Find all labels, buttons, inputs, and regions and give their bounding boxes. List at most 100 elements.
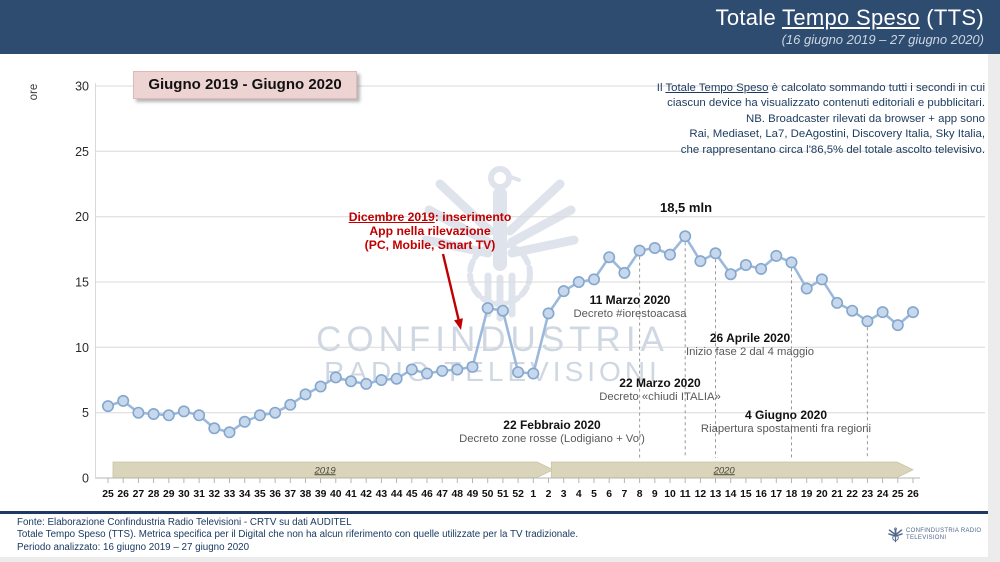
x-tick-label: 19 <box>801 489 813 500</box>
x-tick-label: 10 <box>664 489 676 500</box>
y-tick-label: 20 <box>75 210 89 224</box>
data-point <box>527 367 540 380</box>
info-note-line: NB. Broadcaster rilevati da browser + ap… <box>745 112 985 125</box>
x-tick-label: 1 <box>530 489 536 500</box>
x-tick-label: 3 <box>561 489 567 500</box>
data-point <box>724 268 737 281</box>
data-point <box>846 304 859 317</box>
x-tick-label: 49 <box>467 489 479 500</box>
data-point <box>436 364 449 377</box>
x-tick-label: 40 <box>330 489 342 500</box>
data-point <box>481 302 494 315</box>
y-tick-label: 15 <box>75 276 89 290</box>
x-tick-label: 6 <box>606 489 612 500</box>
x-tick-label: 8 <box>637 489 643 500</box>
header: Totale Tempo Speso (TTS) (16 giugno 2019… <box>0 0 1000 54</box>
x-tick-label: 16 <box>755 489 767 500</box>
page-margin-bottom <box>0 557 1000 562</box>
data-point <box>177 405 190 418</box>
x-tick-label: 43 <box>376 489 388 500</box>
data-point <box>496 304 509 317</box>
x-tick-label: 37 <box>285 489 297 500</box>
data-point <box>557 285 570 298</box>
x-tick-label: 4 <box>576 489 582 500</box>
x-tick-label: 41 <box>345 489 357 500</box>
info-note-line: che rappresentano circa l'86,5% del tota… <box>680 143 985 156</box>
x-tick-label: 36 <box>269 489 281 500</box>
data-point <box>284 398 297 411</box>
event-annotation-4-giugno: 4 Giugno 2020 Riapertura spostamenti fra… <box>671 408 901 436</box>
year-band <box>550 461 914 478</box>
data-point <box>861 315 874 328</box>
data-point <box>618 266 631 279</box>
data-point <box>785 256 798 269</box>
event-date: 22 Febbraio 2020 <box>503 418 601 432</box>
event-annotation-26-aprile: 26 Aprile 2020 Inizio fase 2 dal 4 maggi… <box>655 331 845 359</box>
x-tick-label: 13 <box>710 489 722 500</box>
x-tick-label: 34 <box>239 489 251 500</box>
watermark-text: CONFINDUSTRIA RADIO TELEVISIONI <box>285 322 700 387</box>
app-note-date: Dicembre 2019 <box>348 210 435 224</box>
x-tick-label: 48 <box>452 489 464 500</box>
app-note-arrowhead <box>454 318 463 330</box>
y-axis-title: ore <box>28 84 40 101</box>
data-point <box>572 275 585 288</box>
data-point <box>162 409 175 422</box>
event-date: 22 Marzo 2020 <box>619 376 701 390</box>
x-tick-label: 50 <box>482 489 494 500</box>
data-point <box>633 244 646 257</box>
footer-line2: Totale Tempo Speso (TTS). Metrica specif… <box>17 529 579 541</box>
y-tick-label: 0 <box>82 472 89 486</box>
page-margin-right <box>988 54 1000 562</box>
x-tick-label: 52 <box>512 489 524 500</box>
y-tick-label: 25 <box>75 145 89 159</box>
data-point <box>147 407 160 420</box>
info-note: Il Totale Tempo Speso è calcolato somman… <box>657 81 985 158</box>
data-point <box>906 306 919 319</box>
data-point <box>694 255 707 268</box>
x-tick-label: 35 <box>254 489 266 500</box>
x-tick-label: 18 <box>786 489 798 500</box>
page-title-prefix: Totale <box>715 5 783 30</box>
info-note-underlined: Totale Tempo Speso <box>665 82 769 94</box>
app-note-line: Dicembre 2019: inserimento <box>340 210 520 225</box>
x-tick-label: 5 <box>591 489 597 500</box>
event-desc: Decreto «chiudi ITALIA» <box>599 390 721 403</box>
data-point <box>663 248 676 261</box>
data-point <box>739 258 752 271</box>
year-band <box>112 461 555 478</box>
x-tick-label: 20 <box>816 489 828 500</box>
data-point <box>648 242 661 255</box>
data-point <box>223 426 236 439</box>
info-note-line: Rai, Mediaset, La7, DeAgostini, Discover… <box>689 128 985 141</box>
x-tick-label: 51 <box>497 489 509 500</box>
data-point <box>755 262 768 275</box>
data-point <box>709 247 722 260</box>
x-tick-label: 7 <box>622 489 628 500</box>
info-note-line: Il Totale Tempo Speso è calcolato somman… <box>657 81 985 96</box>
data-point <box>876 306 889 319</box>
app-note-arrow <box>441 253 460 320</box>
x-tick-label: 44 <box>391 489 403 500</box>
y-tick-label: 5 <box>82 406 89 420</box>
info-note-text: Il <box>656 82 666 94</box>
x-tick-label: 14 <box>725 489 737 500</box>
event-annotation-22-marzo: 22 Marzo 2020 Decreto «chiudi ITALIA» <box>575 376 745 404</box>
footer-line1: Fonte: Elaborazione Confindustria Radio … <box>17 517 352 528</box>
year-band-label: 2020 <box>713 465 736 476</box>
x-tick-label: 24 <box>877 489 889 500</box>
footer-line3: Periodo analizzato: 16 giugno 2019 – 27 … <box>17 541 250 553</box>
footer-source-note: Fonte: Elaborazione Confindustria Radio … <box>17 517 578 554</box>
data-point <box>512 366 525 379</box>
data-point <box>208 422 221 435</box>
page-title: Totale Tempo Speso (TTS) <box>0 5 984 31</box>
event-desc: Decreto #iorestoacasa <box>573 307 687 320</box>
x-tick-label: 42 <box>360 489 372 500</box>
x-tick-label: 11 <box>680 489 691 500</box>
x-tick-label: 26 <box>907 489 919 500</box>
x-tick-label: 2 <box>546 489 552 500</box>
event-desc: Decreto zone rosse (Lodigiano + Vo') <box>459 432 645 445</box>
app-note-line: (PC, Mobile, Smart TV) <box>364 237 496 252</box>
